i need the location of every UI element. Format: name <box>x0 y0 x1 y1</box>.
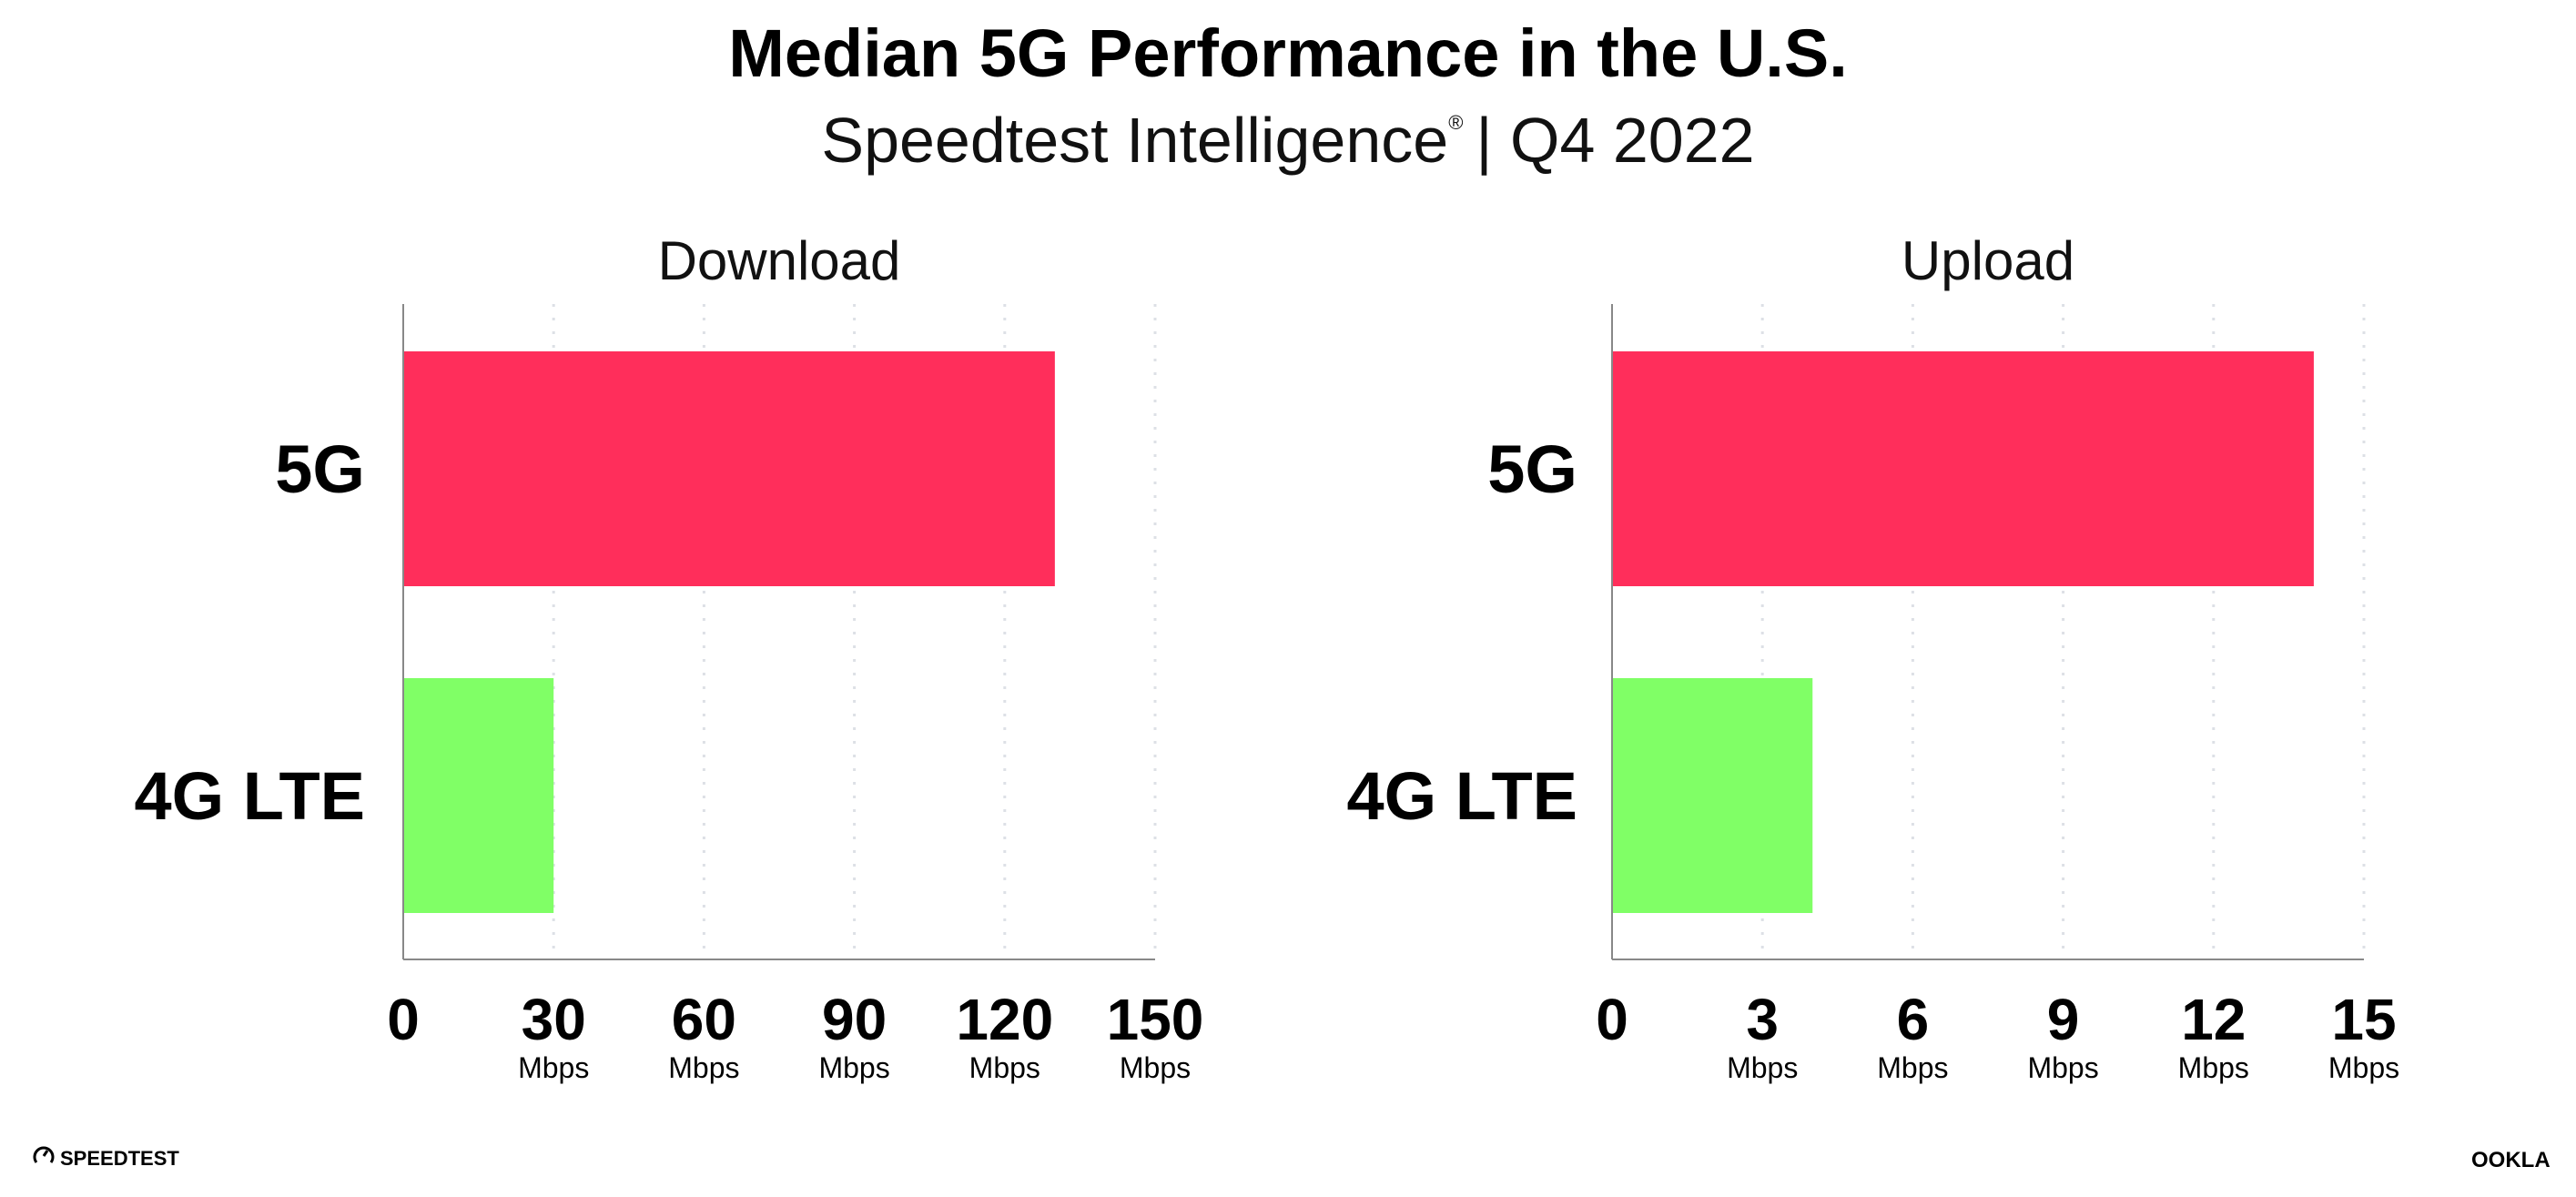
tick-label: 150 <box>1107 987 1204 1052</box>
speedtest-logo: SPEEDTEST <box>33 1146 179 1170</box>
tick-label: 120 <box>956 987 1053 1052</box>
tick-label: 90 <box>822 987 887 1052</box>
tick-label: 0 <box>1596 987 1628 1052</box>
bar-4g-lte <box>1612 678 1813 913</box>
chart-title: Median 5G Performance in the U.S. <box>728 15 1848 91</box>
bar-4g-lte <box>403 678 554 913</box>
ookla-logo: OOKLA <box>2471 1148 2551 1172</box>
tick-unit: Mbps <box>969 1051 1040 1084</box>
tick-unit: Mbps <box>1120 1051 1191 1084</box>
tick-label: 15 <box>2331 987 2396 1052</box>
category-label: 5G <box>275 431 365 507</box>
bar-5g <box>403 351 1055 586</box>
category-label: 4G LTE <box>134 758 365 834</box>
subtitle-period: | Q4 2022 <box>1476 105 1754 176</box>
category-label: 4G LTE <box>1346 758 1577 834</box>
tick-unit: Mbps <box>518 1051 589 1084</box>
tick-unit: Mbps <box>2027 1051 2098 1084</box>
tick-label: 12 <box>2181 987 2246 1052</box>
speedometer-needle <box>42 1150 49 1157</box>
panel-title: Download <box>658 230 901 291</box>
tick-unit: Mbps <box>2328 1051 2399 1084</box>
tick-unit: Mbps <box>1877 1051 1948 1084</box>
tick-unit: Mbps <box>668 1051 739 1084</box>
registered-mark: ® <box>1448 111 1463 134</box>
tick-label: 60 <box>672 987 736 1052</box>
tick-label: 6 <box>1897 987 1930 1052</box>
tick-label: 9 <box>2047 987 2080 1052</box>
tick-unit: Mbps <box>2178 1051 2249 1084</box>
tick-unit: Mbps <box>1727 1051 1798 1084</box>
speedtest-logo-text: SPEEDTEST <box>60 1147 179 1170</box>
tick-label: 3 <box>1746 987 1779 1052</box>
tick-unit: Mbps <box>818 1051 889 1084</box>
subtitle-text: Speedtest Intelligence <box>821 105 1448 176</box>
speedometer-icon <box>33 1146 55 1163</box>
tick-label: 30 <box>522 987 586 1052</box>
panel-title: Upload <box>1902 230 2074 291</box>
chart-subtitle: Speedtest Intelligence® | Q4 2022 <box>821 105 1754 176</box>
bar-5g <box>1612 351 2314 586</box>
tick-label: 0 <box>387 987 420 1052</box>
category-label: 5G <box>1487 431 1577 507</box>
